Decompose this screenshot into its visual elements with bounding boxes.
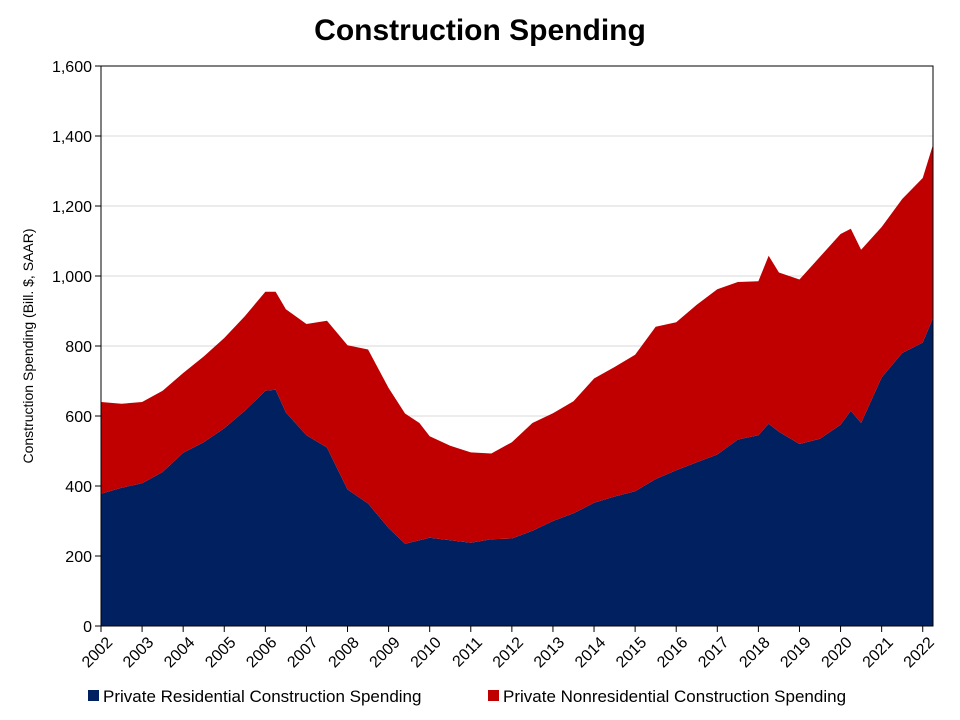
- x-axis: 2002 2003 2004 2005 2006 2007 2008 2009 2010 2011…: [79, 626, 938, 671]
- x-tick-label: 2019: [777, 634, 814, 671]
- x-tick-label: 2002: [79, 634, 116, 671]
- legend-label-residential: Private Residential Construction Spendin…: [103, 687, 421, 706]
- x-tick-label: 2003: [120, 634, 157, 671]
- y-tick-label: 1,600: [52, 59, 92, 76]
- y-tick-label: 600: [65, 409, 92, 426]
- plot-areas: [101, 144, 933, 626]
- y-tick-label: 1,000: [52, 269, 92, 286]
- y-tick-label: 1,400: [52, 129, 92, 146]
- x-tick-label: 2020: [819, 634, 856, 671]
- chart-title: Construction Spending: [314, 14, 646, 47]
- x-tick-label: 2009: [367, 634, 404, 671]
- y-tick-label: 0: [83, 619, 92, 636]
- legend-swatch-residential: [88, 690, 99, 701]
- y-axis: 0 200 400 600 800 1,000 1,200 1,400 1,600: [52, 59, 101, 636]
- y-tick-label: 400: [65, 479, 92, 496]
- x-tick-label: 2016: [654, 634, 691, 671]
- x-tick-label: 2004: [161, 634, 198, 671]
- area-series-nonresidential: [101, 144, 933, 544]
- y-tick-label: 1,200: [52, 199, 92, 216]
- y-tick-label: 200: [65, 549, 92, 566]
- area-series-residential: [101, 318, 933, 626]
- x-tick-label: 2018: [736, 634, 773, 671]
- y-tick-label: 800: [65, 339, 92, 356]
- y-axis-label: Construction Spending (Bill. $, SAAR): [20, 229, 36, 464]
- legend-swatch-nonresidential: [488, 690, 499, 701]
- x-tick-label: 2022: [901, 634, 938, 671]
- x-tick-label: 2011: [450, 634, 486, 670]
- x-tick-label: 2021: [860, 634, 897, 671]
- x-tick-label: 2005: [202, 634, 239, 671]
- x-tick-label: 2006: [243, 634, 280, 671]
- x-tick-label: 2008: [326, 634, 363, 671]
- x-tick-label: 2015: [613, 634, 650, 671]
- legend-label-nonresidential: Private Nonresidential Construction Spen…: [503, 687, 846, 706]
- x-tick-label: 2010: [408, 634, 445, 671]
- legend: Private Residential Construction Spendin…: [88, 687, 846, 706]
- x-tick-label: 2017: [695, 634, 732, 671]
- x-tick-label: 2013: [531, 634, 568, 671]
- x-tick-label: 2014: [572, 634, 609, 671]
- x-tick-label: 2007: [284, 634, 321, 671]
- x-tick-label: 2012: [490, 634, 527, 671]
